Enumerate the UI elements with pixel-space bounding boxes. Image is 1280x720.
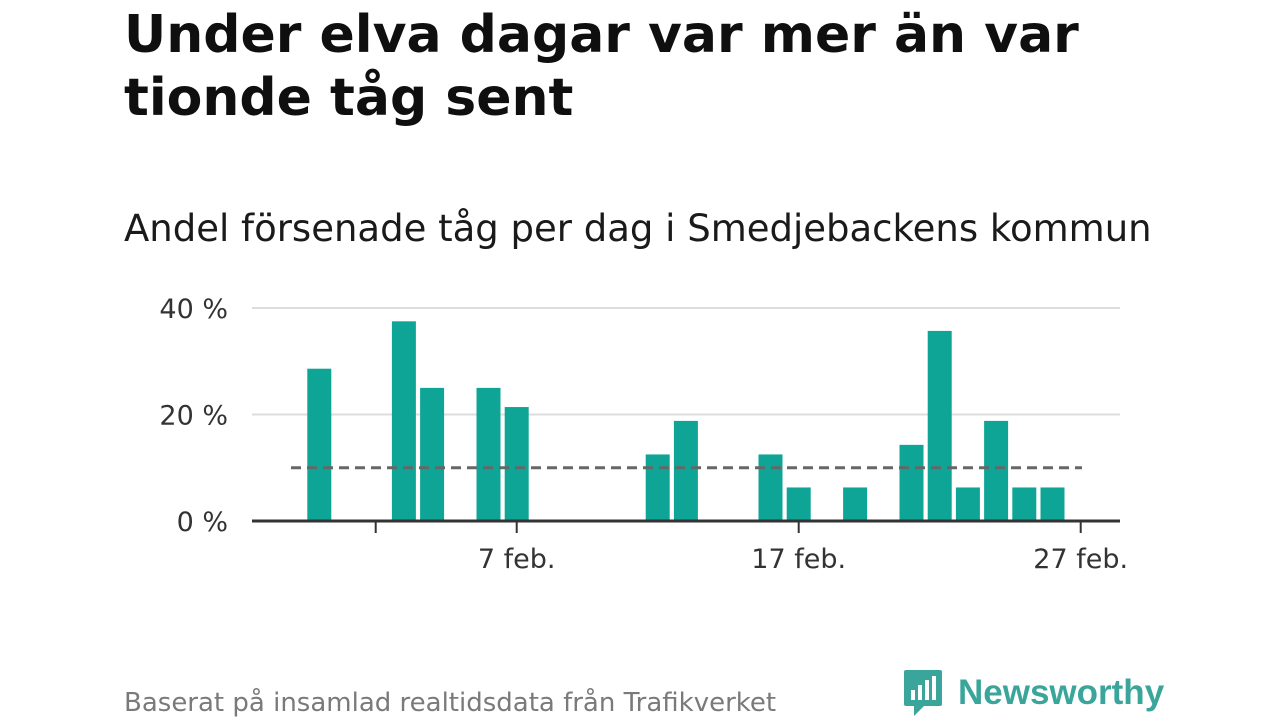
bar [504, 407, 529, 521]
grid-lines [252, 307, 1120, 416]
y-tick-label: 40 % [159, 294, 228, 325]
brand-name: Newsworthy [958, 673, 1165, 712]
bar [786, 487, 811, 521]
x-tick-label: 7 feb. [478, 544, 556, 575]
bar [984, 420, 1009, 521]
y-tick-label: 0 % [177, 507, 228, 538]
y-tick-label: 20 % [159, 401, 228, 432]
x-tick-label: 27 feb. [1033, 544, 1128, 575]
x-tick-label: 17 feb. [751, 544, 846, 575]
bar [899, 444, 924, 521]
bars [307, 321, 1065, 521]
headline: Under elva dagar var mer än var tionde t… [124, 5, 1079, 128]
axes: 0 % 20 % 40 % 7 feb. 17 feb. 27 feb. [159, 294, 1128, 575]
bar [307, 368, 332, 521]
bar [1040, 487, 1065, 521]
newsworthy-bar-chart-icon [904, 670, 942, 716]
source-note: Baserat på insamlad realtidsdata från Tr… [124, 688, 777, 718]
bar [420, 387, 445, 521]
bar [476, 387, 501, 521]
bar [955, 487, 980, 521]
bar [927, 330, 952, 521]
brand-logo[interactable]: Newsworthy [902, 668, 1164, 718]
bar [1012, 487, 1037, 521]
bar [843, 487, 868, 521]
bar [645, 454, 670, 521]
bar [391, 321, 416, 521]
bar-chart: 0 % 20 % 40 % 7 feb. 17 feb. 27 feb. [159, 294, 1128, 575]
bar [673, 420, 698, 521]
bar [758, 454, 783, 521]
chart-subtitle: Andel försenade tåg per dag i Smedjeback… [124, 207, 1152, 250]
